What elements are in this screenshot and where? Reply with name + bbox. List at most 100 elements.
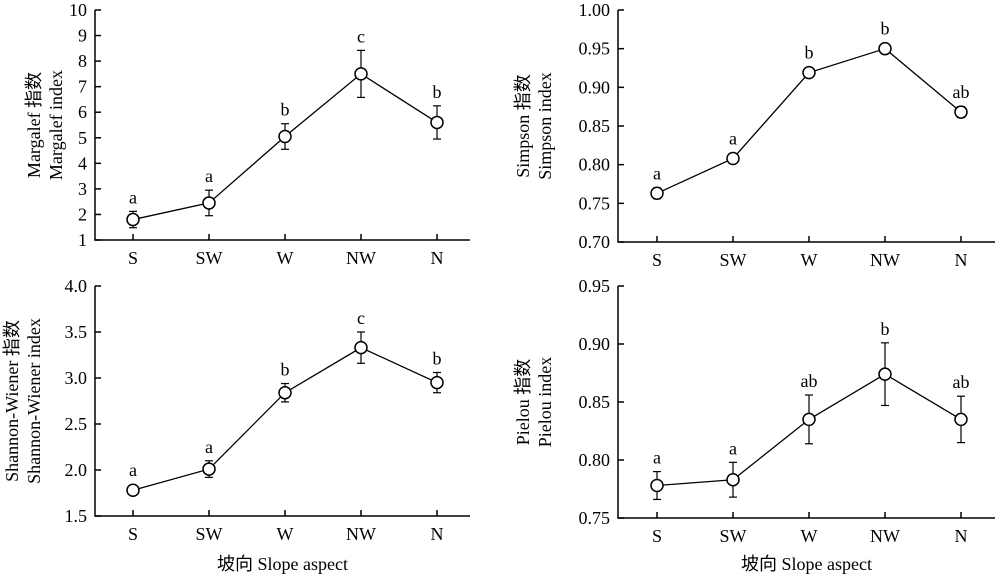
y-tick-label: 6 (78, 102, 87, 122)
y-tick-label: 2 (78, 204, 87, 224)
y-tick-label: 3 (78, 179, 87, 199)
data-point (126, 212, 140, 227)
data-point (726, 151, 740, 166)
significance-letter: b (433, 348, 442, 368)
x-axis-label: 坡向 Slope aspect (217, 554, 348, 574)
significance-letter: b (281, 360, 290, 380)
y-axis-label-en: Pielou index (535, 357, 555, 448)
x-tick-label: NW (870, 526, 900, 546)
y-tick-label: 5 (78, 128, 87, 148)
axis-lines (617, 286, 995, 519)
chart-panel-1: 1 2 3 4 5 6 7 8 9 10 S SW W NW N Margalef 指数 Margalef in… (24, 0, 470, 268)
significance-letter: a (653, 448, 661, 468)
significance-letter: a (205, 437, 213, 457)
y-tick-label: 2.0 (65, 460, 88, 480)
x-tick-label: S (652, 526, 662, 546)
significance-letter: ab (953, 82, 970, 102)
y-tick-label: 3.5 (65, 322, 88, 342)
significance-letter: a (729, 128, 737, 148)
data-point (202, 462, 216, 476)
x-tick-label: W (801, 250, 818, 270)
x-tick-label: N (955, 250, 968, 270)
data-point (126, 483, 140, 497)
x-tick-label: W (277, 524, 294, 544)
x-tick-label: SW (720, 526, 747, 546)
data-point (878, 367, 892, 381)
data-point (802, 65, 816, 80)
data-point (354, 340, 368, 355)
significance-letter: b (805, 43, 814, 63)
y-tick-label: 1 (78, 230, 87, 250)
y-axis-label-cn: Pielou 指数 (513, 359, 533, 446)
y-tick-label: 9 (78, 26, 87, 46)
significance-letter: a (129, 460, 137, 480)
x-tick-label: SW (196, 248, 223, 268)
y-axis-label-cn: Simpson 指数 (513, 74, 533, 178)
y-tick-label: 0.85 (579, 392, 611, 412)
significance-letter: c (357, 26, 365, 46)
y-tick-label: 1.5 (65, 506, 88, 526)
significance-letter: a (653, 163, 661, 183)
significance-letter: b (281, 100, 290, 120)
x-tick-label: N (431, 248, 444, 268)
data-point (802, 412, 816, 427)
axis-lines (94, 10, 470, 241)
data-point (430, 115, 444, 130)
data-point (430, 375, 444, 390)
y-tick-label: 3.0 (65, 368, 88, 388)
significance-letter: a (205, 166, 213, 186)
significance-letter: b (433, 82, 442, 102)
data-point (650, 478, 664, 493)
x-tick-label: N (955, 526, 968, 546)
x-tick-label: NW (870, 250, 900, 270)
significance-letter: a (729, 438, 737, 458)
y-axis-label-cn: Shannon-Wiener 指数 (2, 320, 22, 482)
y-tick-label: 0.90 (579, 77, 611, 97)
x-tick-label: S (128, 248, 138, 268)
significance-letter: a (129, 187, 137, 207)
y-tick-label: 4 (78, 153, 87, 173)
chart-panel-4: 0.75 0.80 0.85 0.90 0.95 S SW W NW N Pielou 指数 Piel… (513, 276, 995, 574)
chart-panel-2: 0.70 0.75 0.80 0.85 0.90 0.95 1.00 S SW W NW N Simps… (513, 0, 995, 270)
y-tick-label: 2.5 (65, 414, 88, 434)
x-tick-label: S (652, 250, 662, 270)
significance-letter: ab (953, 372, 970, 392)
y-tick-label: 0.70 (579, 232, 611, 252)
x-tick-label: S (128, 524, 138, 544)
x-tick-label: W (277, 248, 294, 268)
y-axis-label-cn: Margalef 指数 (24, 72, 44, 178)
y-tick-label: 0.85 (579, 116, 611, 136)
y-tick-label: 0.75 (579, 508, 611, 528)
y-axis-label-en: Shannon-Wiener index (24, 318, 44, 484)
data-point (354, 67, 368, 81)
y-tick-label: 0.80 (579, 450, 611, 470)
y-axis-label-en: Simpson index (535, 72, 555, 180)
data-point (650, 186, 664, 201)
axis-lines (94, 286, 470, 517)
significance-letter: b (881, 19, 890, 39)
x-tick-label: W (801, 526, 818, 546)
y-tick-label: 4.0 (65, 276, 88, 296)
y-tick-label: 0.95 (579, 276, 611, 296)
y-tick-label: 0.75 (579, 193, 611, 213)
x-tick-label: NW (346, 524, 376, 544)
x-tick-label: SW (196, 524, 223, 544)
data-point (954, 105, 968, 119)
y-tick-label: 0.90 (579, 334, 611, 354)
x-tick-label: N (431, 524, 444, 544)
y-tick-label: 7 (78, 77, 87, 97)
significance-letter: c (357, 308, 365, 328)
significance-letter: b (881, 319, 890, 339)
data-point (726, 472, 740, 487)
y-axis-label-en: Margalef index (46, 70, 66, 180)
x-axis-label: 坡向 Slope aspect (741, 554, 872, 574)
y-tick-label: 0.80 (579, 155, 611, 175)
y-tick-label: 1.00 (579, 0, 611, 20)
chart-panel-3: 1.5 2.0 2.5 3.0 3.5 4.0 S SW W NW N Shannon-Wiener … (2, 276, 470, 574)
data-point (954, 412, 968, 427)
data-point (202, 196, 216, 210)
data-point (878, 41, 892, 56)
y-tick-label: 8 (78, 51, 87, 71)
x-tick-label: NW (346, 248, 376, 268)
